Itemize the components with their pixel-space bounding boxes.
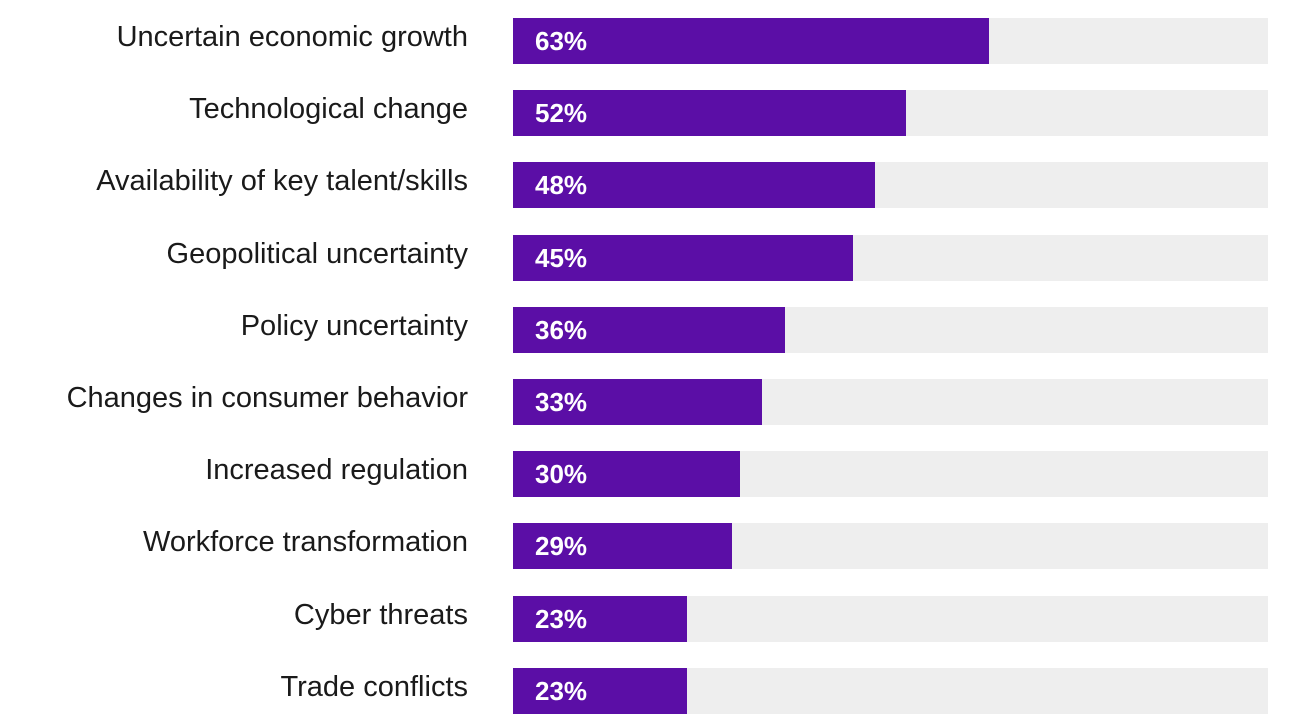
bar-chart: Uncertain economic growth 63% Technologica…	[0, 0, 1290, 728]
value-label: 23%	[535, 668, 587, 714]
bar: 63%	[513, 18, 989, 64]
bar-row: Trade conflicts 23%	[0, 668, 1290, 714]
bar-track: 23%	[513, 596, 1268, 642]
category-label: Geopolitical uncertainty	[167, 235, 468, 281]
value-label: 29%	[535, 523, 587, 569]
category-label: Changes in consumer behavior	[67, 379, 468, 425]
bar: 36%	[513, 307, 785, 353]
bar-row: Workforce transformation 29%	[0, 523, 1290, 569]
value-label: 30%	[535, 451, 587, 497]
value-label: 36%	[535, 307, 587, 353]
bar-track: 33%	[513, 379, 1268, 425]
bar-track: 63%	[513, 18, 1268, 64]
category-label: Workforce transformation	[143, 523, 468, 569]
bar-track: 23%	[513, 668, 1268, 714]
bar-row: Increased regulation 30%	[0, 451, 1290, 497]
bar: 30%	[513, 451, 740, 497]
bar-row: Geopolitical uncertainty 45%	[0, 235, 1290, 281]
value-label: 45%	[535, 235, 587, 281]
bar: 33%	[513, 379, 762, 425]
category-label: Availability of key talent/skills	[96, 162, 468, 208]
bar-row: Availability of key talent/skills 48%	[0, 162, 1290, 208]
category-label: Trade conflicts	[281, 668, 469, 714]
bar-track: 48%	[513, 162, 1268, 208]
bar-track: 52%	[513, 90, 1268, 136]
category-label: Increased regulation	[205, 451, 468, 497]
bar: 52%	[513, 90, 906, 136]
value-label: 23%	[535, 596, 587, 642]
value-label: 63%	[535, 18, 587, 64]
category-label: Policy uncertainty	[241, 307, 468, 353]
bar-row: Uncertain economic growth 63%	[0, 18, 1290, 64]
value-label: 48%	[535, 162, 587, 208]
bar-track: 29%	[513, 523, 1268, 569]
bar-track: 45%	[513, 235, 1268, 281]
bar-row: Cyber threats 23%	[0, 596, 1290, 642]
category-label: Cyber threats	[294, 596, 468, 642]
value-label: 33%	[535, 379, 587, 425]
bar-row: Policy uncertainty 36%	[0, 307, 1290, 353]
bar-track: 36%	[513, 307, 1268, 353]
bar-row: Technological change 52%	[0, 90, 1290, 136]
bar: 23%	[513, 596, 687, 642]
value-label: 52%	[535, 90, 587, 136]
bar: 29%	[513, 523, 732, 569]
category-label: Technological change	[189, 90, 468, 136]
bar-track: 30%	[513, 451, 1268, 497]
bar: 23%	[513, 668, 687, 714]
bar-row: Changes in consumer behavior 33%	[0, 379, 1290, 425]
category-label: Uncertain economic growth	[117, 18, 468, 64]
bar: 45%	[513, 235, 853, 281]
bar: 48%	[513, 162, 875, 208]
